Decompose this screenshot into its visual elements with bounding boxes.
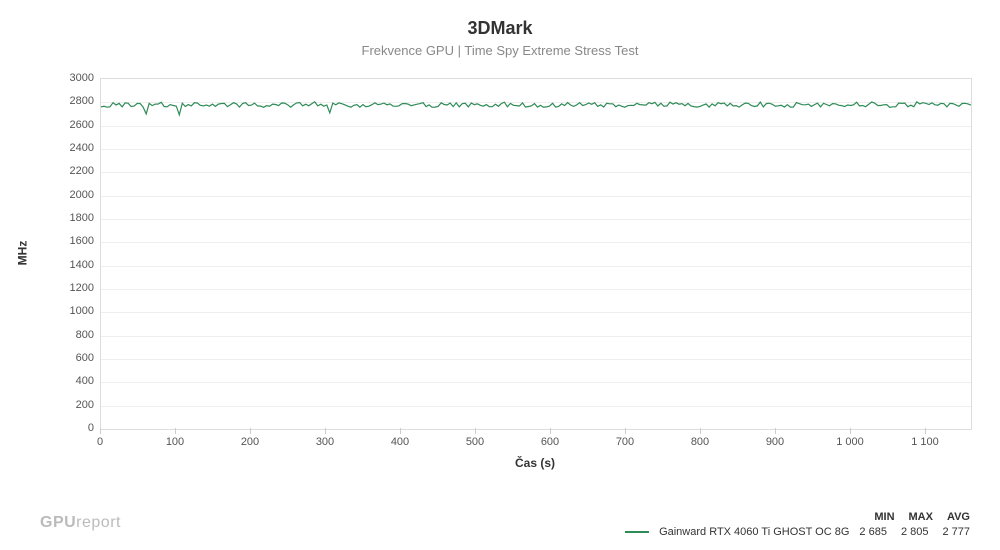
legend-header-max: MAX bbox=[909, 511, 933, 523]
y-tick-label: 200 bbox=[54, 399, 94, 411]
x-tick-mark bbox=[325, 428, 326, 434]
legend-swatch bbox=[625, 531, 649, 533]
x-tick-mark bbox=[175, 428, 176, 434]
legend-max: 2 805 bbox=[901, 526, 929, 538]
x-tick-label: 700 bbox=[605, 436, 645, 448]
y-tick-label: 2200 bbox=[54, 165, 94, 177]
x-tick-mark bbox=[550, 428, 551, 434]
y-tick-label: 1000 bbox=[54, 305, 94, 317]
legend: MIN MAX AVG Gainward RTX 4060 Ti GHOST O… bbox=[625, 511, 970, 538]
x-tick-label: 800 bbox=[680, 436, 720, 448]
y-tick-label: 1400 bbox=[54, 259, 94, 271]
x-tick-label: 0 bbox=[80, 436, 120, 448]
y-tick-label: 2400 bbox=[54, 142, 94, 154]
y-tick-label: 800 bbox=[54, 329, 94, 341]
x-tick-mark bbox=[775, 428, 776, 434]
x-tick-label: 1 000 bbox=[830, 436, 870, 448]
x-tick-mark bbox=[700, 428, 701, 434]
legend-header-avg: AVG bbox=[947, 511, 970, 523]
legend-min: 2 685 bbox=[859, 526, 887, 538]
x-tick-label: 500 bbox=[455, 436, 495, 448]
y-tick-label: 1600 bbox=[54, 235, 94, 247]
x-tick-mark bbox=[100, 428, 101, 434]
legend-item: Gainward RTX 4060 Ti GHOST OC 8G 2 685 2… bbox=[625, 526, 970, 538]
series-path bbox=[101, 102, 971, 115]
legend-series-label: Gainward RTX 4060 Ti GHOST OC 8G bbox=[659, 526, 849, 538]
x-tick-mark bbox=[475, 428, 476, 434]
x-tick-mark bbox=[250, 428, 251, 434]
legend-header-min: MIN bbox=[874, 511, 894, 523]
x-tick-label: 300 bbox=[305, 436, 345, 448]
x-tick-label: 200 bbox=[230, 436, 270, 448]
x-tick-label: 400 bbox=[380, 436, 420, 448]
x-tick-label: 600 bbox=[530, 436, 570, 448]
y-tick-label: 2000 bbox=[54, 189, 94, 201]
x-tick-label: 900 bbox=[755, 436, 795, 448]
x-tick-mark bbox=[400, 428, 401, 434]
y-tick-label: 1800 bbox=[54, 212, 94, 224]
legend-values: 2 685 2 805 2 777 bbox=[859, 526, 970, 538]
y-tick-label: 3000 bbox=[54, 72, 94, 84]
y-axis-label: MHz bbox=[15, 241, 29, 266]
y-tick-label: 600 bbox=[54, 352, 94, 364]
brand-watermark: GPUreport bbox=[40, 514, 121, 532]
chart-title: 3DMark bbox=[0, 18, 1000, 39]
y-tick-label: 2800 bbox=[54, 95, 94, 107]
chart-subtitle: Frekvence GPU | Time Spy Extreme Stress … bbox=[0, 43, 1000, 58]
legend-avg: 2 777 bbox=[942, 526, 970, 538]
chart-container: MHz 020040060080010001200140016001800200… bbox=[30, 78, 970, 470]
x-tick-label: 100 bbox=[155, 436, 195, 448]
y-tick-label: 0 bbox=[54, 422, 94, 434]
y-tick-label: 1200 bbox=[54, 282, 94, 294]
brand-part1: GPU bbox=[40, 514, 76, 531]
x-axis-label: Čas (s) bbox=[100, 456, 970, 470]
series-line bbox=[101, 79, 971, 429]
plot-area bbox=[100, 78, 972, 430]
y-tick-label: 400 bbox=[54, 375, 94, 387]
x-tick-mark bbox=[925, 428, 926, 434]
y-tick-label: 2600 bbox=[54, 119, 94, 131]
chart-inner: 0200400600800100012001400160018002000220… bbox=[30, 78, 970, 448]
brand-part2: report bbox=[76, 514, 121, 531]
legend-header: MIN MAX AVG bbox=[874, 511, 970, 523]
x-tick-mark bbox=[625, 428, 626, 434]
x-tick-label: 1 100 bbox=[905, 436, 945, 448]
x-tick-mark bbox=[850, 428, 851, 434]
